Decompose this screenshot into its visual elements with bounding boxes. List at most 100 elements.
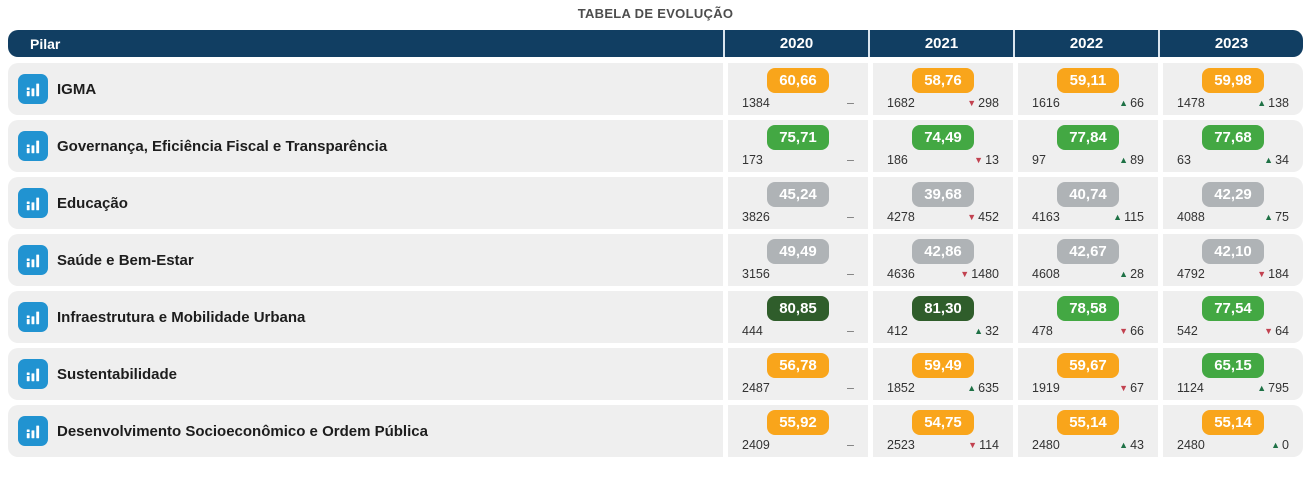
rank-value: 97 [1032, 153, 1046, 167]
rank-change-value: 89 [1130, 153, 1144, 167]
rank-line: 186 ▼ 13 [887, 153, 999, 167]
rank-change-indicator: ▲ 75 [1264, 210, 1289, 224]
rank-line: 1616 ▲ 66 [1032, 96, 1144, 110]
rank-change-value: 66 [1130, 324, 1144, 338]
rank-line: 2409 – [742, 438, 854, 452]
year-value-cell: 39,68 4278 ▼ 452 [873, 177, 1013, 229]
bar-chart-icon [18, 302, 48, 332]
year-value-cell: 78,58 478 ▼ 66 [1018, 291, 1158, 343]
trend-arrow-icon: ▼ [1257, 268, 1267, 279]
bar-chart-icon [18, 74, 48, 104]
rank-change-indicator: – [847, 153, 854, 167]
rank-change-indicator: ▼ 67 [1119, 381, 1144, 395]
rank-value: 1919 [1032, 381, 1060, 395]
rank-line: 1852 ▲ 635 [887, 381, 999, 395]
score-badge: 80,85 [767, 296, 829, 321]
rank-value: 444 [742, 324, 763, 338]
score-badge: 58,76 [912, 68, 974, 93]
rank-change-value: 64 [1275, 324, 1289, 338]
pillar-cell: Infraestrutura e Mobilidade Urbana [8, 291, 723, 343]
rank-line: 3156 – [742, 267, 854, 281]
rank-value: 4608 [1032, 267, 1060, 281]
rank-change-value: 13 [985, 153, 999, 167]
score-badge: 59,49 [912, 353, 974, 378]
score-badge: 74,49 [912, 125, 974, 150]
year-value-cell: 42,29 4088 ▲ 75 [1163, 177, 1303, 229]
score-badge: 59,67 [1057, 353, 1119, 378]
pillar-label: Infraestrutura e Mobilidade Urbana [57, 308, 306, 326]
rank-change-value: – [847, 438, 854, 452]
header-year-2023: 2023 [1158, 30, 1303, 57]
score-badge: 42,86 [912, 239, 974, 264]
trend-arrow-icon: ▲ [1119, 154, 1129, 165]
rank-line: 444 – [742, 324, 854, 338]
trend-arrow-icon: ▼ [960, 268, 970, 279]
year-value-cell: 56,78 2487 – [728, 348, 868, 400]
score-badge: 49,49 [767, 239, 829, 264]
trend-arrow-icon: ▼ [967, 211, 977, 222]
trend-arrow-icon: ▲ [967, 382, 977, 393]
rank-value: 1384 [742, 96, 770, 110]
rank-change-indicator: ▲ 89 [1119, 153, 1144, 167]
score-badge: 40,74 [1057, 182, 1119, 207]
header-year-2020: 2020 [723, 30, 868, 57]
rank-change-value: 32 [985, 324, 999, 338]
rank-value: 542 [1177, 324, 1198, 338]
rank-change-value: 115 [1124, 210, 1144, 224]
pillar-row[interactable]: IGMA 60,66 1384 – 58,76 1682 ▼ 298 59,11… [8, 63, 1303, 115]
rank-line: 412 ▲ 32 [887, 324, 999, 338]
trend-arrow-icon: ▲ [1257, 97, 1267, 108]
rank-change-value: – [847, 324, 854, 338]
rank-change-value: 34 [1275, 153, 1289, 167]
year-value-cell: 42,67 4608 ▲ 28 [1018, 234, 1158, 286]
rank-value: 2480 [1032, 438, 1060, 452]
score-badge: 78,58 [1057, 296, 1119, 321]
pillar-label: Educação [57, 194, 128, 212]
pillar-row[interactable]: Sustentabilidade 56,78 2487 – 59,49 1852… [8, 348, 1303, 400]
table-body: IGMA 60,66 1384 – 58,76 1682 ▼ 298 59,11… [8, 63, 1303, 457]
year-value-cell: 42,86 4636 ▼ 1480 [873, 234, 1013, 286]
score-badge: 54,75 [912, 410, 974, 435]
year-value-cell: 59,11 1616 ▲ 66 [1018, 63, 1158, 115]
rank-change-indicator: ▼ 13 [974, 153, 999, 167]
pillar-row[interactable]: Infraestrutura e Mobilidade Urbana 80,85… [8, 291, 1303, 343]
rank-line: 542 ▼ 64 [1177, 324, 1289, 338]
year-value-cell: 74,49 186 ▼ 13 [873, 120, 1013, 172]
rank-value: 173 [742, 153, 763, 167]
trend-arrow-icon: ▲ [1119, 97, 1129, 108]
score-badge: 55,92 [767, 410, 829, 435]
score-badge: 39,68 [912, 182, 974, 207]
year-value-cell: 75,71 173 – [728, 120, 868, 172]
bar-chart-icon [18, 416, 48, 446]
pillar-row[interactable]: Desenvolvimento Socioeconômico e Ordem P… [8, 405, 1303, 457]
year-value-cell: 45,24 3826 – [728, 177, 868, 229]
score-badge: 42,10 [1202, 239, 1264, 264]
rank-value: 1682 [887, 96, 915, 110]
rank-line: 478 ▼ 66 [1032, 324, 1144, 338]
pillar-label: Desenvolvimento Socioeconômico e Ordem P… [57, 422, 428, 440]
rank-change-value: 795 [1268, 381, 1289, 395]
rank-line: 1384 – [742, 96, 854, 110]
year-value-cell: 55,92 2409 – [728, 405, 868, 457]
rank-change-indicator: ▲ 795 [1257, 381, 1289, 395]
year-value-cell: 59,67 1919 ▼ 67 [1018, 348, 1158, 400]
table-header-row: Pilar 2020 2021 2022 2023 [8, 30, 1303, 57]
rank-change-indicator: ▼ 298 [967, 96, 999, 110]
rank-line: 63 ▲ 34 [1177, 153, 1289, 167]
bar-chart-icon [18, 359, 48, 389]
score-badge: 77,84 [1057, 125, 1119, 150]
pillar-row[interactable]: Saúde e Bem-Estar 49,49 3156 – 42,86 463… [8, 234, 1303, 286]
rank-line: 1124 ▲ 795 [1177, 381, 1289, 395]
rank-change-value: 184 [1268, 267, 1289, 281]
rank-value: 4088 [1177, 210, 1205, 224]
rank-line: 1919 ▼ 67 [1032, 381, 1144, 395]
score-badge: 59,98 [1202, 68, 1264, 93]
rank-change-value: – [847, 381, 854, 395]
rank-change-indicator: ▲ 66 [1119, 96, 1144, 110]
score-badge: 77,54 [1202, 296, 1264, 321]
rank-change-indicator: – [847, 381, 854, 395]
pillar-cell: Governança, Eficiência Fiscal e Transpar… [8, 120, 723, 172]
pillar-row[interactable]: Educação 45,24 3826 – 39,68 4278 ▼ 452 4… [8, 177, 1303, 229]
year-value-cell: 42,10 4792 ▼ 184 [1163, 234, 1303, 286]
pillar-row[interactable]: Governança, Eficiência Fiscal e Transpar… [8, 120, 1303, 172]
